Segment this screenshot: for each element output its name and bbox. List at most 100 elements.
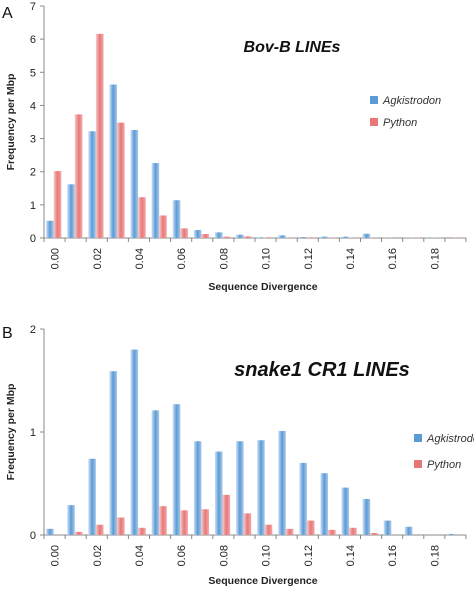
x-tick-label: 0.08 <box>218 248 230 269</box>
x-tick-label: 0.08 <box>218 545 230 566</box>
bar-python <box>264 524 273 535</box>
bar-python <box>180 510 188 535</box>
legend-label-python: Python <box>427 459 461 471</box>
y-axis-title: Frequency per Mbp <box>5 384 17 481</box>
bar-agkistrodon <box>88 131 96 238</box>
bar-agkistrodon <box>67 184 75 238</box>
legend-label-agkistrodon: Agkistrodon <box>426 433 474 445</box>
bar-agkistrodon <box>299 462 307 535</box>
x-tick-label: 0.00 <box>50 248 62 269</box>
bar-agkistrodon <box>130 349 139 535</box>
bar-agkistrodon <box>447 533 455 535</box>
panel-letter: B <box>2 325 13 342</box>
x-axis-title: Sequence Divergence <box>208 575 317 587</box>
series-agkistrodon <box>46 84 434 238</box>
x-tick-label: 0.10 <box>261 545 273 566</box>
x-tick-label: 0.16 <box>387 248 399 269</box>
bar-python <box>370 532 378 535</box>
series-python <box>53 33 463 239</box>
x-tick-label: 0.06 <box>176 248 188 269</box>
y-tick-label: 0 <box>30 530 36 542</box>
bar-agkistrodon <box>88 458 96 535</box>
bar-agkistrodon <box>257 237 265 238</box>
bar-agkistrodon <box>67 505 75 535</box>
bar-python <box>349 527 357 535</box>
x-tick-label: 0.04 <box>134 545 146 566</box>
bar-agkistrodon <box>320 236 329 238</box>
panel-letter: A <box>2 5 13 22</box>
x-tick-label: 0.04 <box>134 248 146 269</box>
bar-agkistrodon <box>172 200 181 238</box>
bar-agkistrodon <box>172 404 181 535</box>
bar-python <box>328 529 336 535</box>
x-tick-label: 0.06 <box>176 545 188 566</box>
legend-label-agkistrodon: Agkistrodon <box>382 95 441 107</box>
legend-label-python: Python <box>383 117 417 129</box>
bar-python <box>95 33 104 239</box>
bar-agkistrodon <box>193 230 202 238</box>
bar-python <box>159 506 167 535</box>
bar-agkistrodon <box>109 84 118 238</box>
chart-panel-b: B 0 1 2 0.00 0.02 0.04 0.06 0.08 0.10 0.12 0.14 0.16… <box>2 324 474 587</box>
legend-swatch-agkistrodon <box>370 96 378 104</box>
bar-python <box>138 197 146 238</box>
y-axis-title: Frequency per Mbp <box>5 74 17 171</box>
bar-python <box>117 122 125 238</box>
x-tick-label: 0.02 <box>92 248 104 269</box>
legend-swatch-agkistrodon <box>414 434 422 442</box>
bar-agkistrodon <box>257 440 265 535</box>
bar-python <box>201 509 210 535</box>
bar-agkistrodon <box>151 410 160 535</box>
x-tick-label: 0.10 <box>261 248 273 269</box>
chart-title: Bov-B LINEs <box>244 39 341 56</box>
x-tick-label: 0.18 <box>429 545 441 566</box>
bar-agkistrodon <box>404 526 413 535</box>
bar-python <box>117 517 125 535</box>
y-tick-label: 2 <box>30 324 36 336</box>
legend-swatch-python <box>414 460 422 468</box>
bar-agkistrodon <box>383 520 392 535</box>
x-tick-label: 0.02 <box>92 545 104 566</box>
y-tick-label: 6 <box>30 34 36 46</box>
y-tick-label: 3 <box>30 134 36 146</box>
bar-agkistrodon <box>151 163 160 238</box>
bar-agkistrodon <box>214 232 223 238</box>
bar-python <box>222 494 231 535</box>
bar-agkistrodon <box>278 430 286 535</box>
y-tick-label: 0 <box>30 233 36 245</box>
y-tick-label: 2 <box>30 167 36 179</box>
bar-python <box>264 237 273 238</box>
bar-python <box>243 236 252 238</box>
bar-agkistrodon <box>236 234 244 238</box>
x-tick-label: 0.12 <box>303 248 315 269</box>
bar-agkistrodon <box>341 487 350 535</box>
y-tick-label: 5 <box>30 67 36 79</box>
bar-python <box>53 171 62 238</box>
x-tick-label: 0.12 <box>303 545 315 566</box>
y-tick-label: 1 <box>30 200 36 212</box>
bar-python <box>159 215 167 238</box>
y-tick-label: 4 <box>30 100 36 112</box>
bar-agkistrodon <box>362 233 371 238</box>
bar-agkistrodon <box>299 237 307 238</box>
bar-agkistrodon <box>193 441 202 535</box>
bar-agkistrodon <box>362 498 371 535</box>
x-tick-label: 0.18 <box>429 248 441 269</box>
bar-agkistrodon <box>278 235 286 238</box>
bar-agkistrodon <box>46 528 54 535</box>
bar-python <box>74 531 83 535</box>
series-python <box>74 494 378 535</box>
bar-python <box>95 524 104 535</box>
y-tick-label: 7 <box>30 1 36 13</box>
bar-python <box>285 528 294 535</box>
bar-agkistrodon <box>320 473 329 535</box>
bar-python <box>74 114 83 238</box>
bar-python <box>243 513 252 535</box>
x-axis-title: Sequence Divergence <box>208 281 317 293</box>
series-agkistrodon <box>46 349 455 535</box>
bar-python <box>306 237 315 238</box>
bar-python <box>201 234 210 238</box>
bar-agkistrodon <box>214 451 223 535</box>
bar-agkistrodon <box>341 236 350 238</box>
